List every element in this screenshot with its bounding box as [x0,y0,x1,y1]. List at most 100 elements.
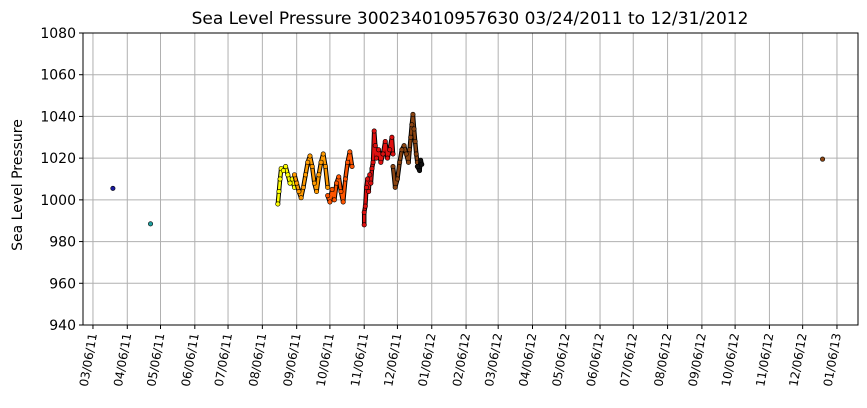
data-point [371,128,377,134]
data-point [329,186,335,192]
plot-frame [82,32,859,326]
data-point [409,122,415,128]
y-ticks: 940 960 980 1000 1020 1040 1060 1080 [40,26,83,334]
x-tick-label: 10/06/12 [719,332,742,388]
x-tick-label: 09/06/12 [686,332,709,388]
data-point [327,199,333,205]
x-tick-label: 12/06/11 [381,332,404,388]
x-tick-label: 03/06/11 [77,332,100,388]
chart-title: Sea Level Pressure 300234010957630 03/24… [192,9,749,29]
data-point [298,195,304,201]
data-point [340,199,346,205]
data-point [387,147,393,153]
data-point [305,159,311,165]
data-point [392,184,398,190]
data-point [397,159,403,165]
data-point [303,172,309,178]
data-point [368,180,374,186]
data-point [283,163,289,169]
data-point [366,189,372,195]
data-point [363,184,369,190]
x-tick-label: 04/06/11 [111,332,134,388]
data-point [408,134,414,140]
data-point [322,163,328,169]
data-point [316,172,322,178]
data-point [378,159,384,165]
data-point [373,155,379,161]
data-point [390,151,396,157]
data-point [390,163,396,169]
x-tick-label: 12/06/12 [786,332,809,388]
data-point [338,189,344,195]
data-point [382,138,388,144]
data-point [419,161,425,167]
y-tick-label: 1040 [40,109,76,125]
x-tick-label: 11/06/12 [753,332,776,388]
y-tick-label: 1000 [40,193,76,209]
data-point [380,151,386,157]
data-point [407,147,413,153]
data-point [318,159,324,165]
data-point [334,180,340,186]
y-tick-label: 980 [49,235,76,251]
data-point [277,176,283,182]
data-point [275,201,281,207]
data-point [403,151,409,157]
y-axis-label: Sea Level Pressure [10,119,26,251]
data-point [280,168,286,174]
data-point [309,163,315,169]
data-point [361,209,367,215]
data-point [347,149,353,155]
data-point [389,134,395,140]
x-tick-label: 04/06/12 [516,332,539,388]
data-point [325,184,331,190]
x-tick-label: 06/06/12 [584,332,607,388]
data-point [399,147,405,153]
data-point [110,185,116,191]
data-point [148,221,154,227]
data-point [411,126,417,132]
x-tick-label: 06/06/11 [179,332,202,388]
x-tick-label: 05/06/12 [550,332,573,388]
data-point [300,184,306,190]
data-point [394,176,400,182]
x-tick-label: 08/06/11 [246,332,269,388]
data-point [307,153,313,159]
data-points [110,111,826,228]
y-tick-label: 1060 [40,68,76,84]
x-ticks: 03/06/11 04/06/11 05/06/11 06/06/11 07/06/11… [77,325,844,388]
x-tick-label: 05/06/11 [144,332,167,388]
data-point [349,163,355,169]
x-tick-label: 07/06/12 [617,332,640,388]
y-tick-label: 940 [49,318,76,334]
data-point [362,203,368,209]
y-tick-label: 1020 [40,151,76,167]
data-point [325,193,331,199]
data-point [410,111,416,117]
y-tick-label: 960 [49,276,76,292]
x-tick-label: 08/06/12 [651,332,674,388]
series-line [293,152,329,200]
data-point [291,172,297,178]
data-point [331,197,337,203]
y-tick-label: 1080 [40,26,76,42]
data-point [370,159,376,165]
data-point [342,176,348,182]
data-point [296,189,302,195]
grid [83,32,858,326]
x-tick-label: 01/06/13 [821,332,844,388]
data-point [417,168,423,174]
data-point [285,172,291,178]
series-line [391,113,419,189]
x-tick-label: 10/06/11 [314,332,337,388]
x-tick-label: 01/06/12 [416,332,439,388]
data-point [311,180,317,186]
data-point [367,172,373,178]
data-point [376,147,382,153]
data-point [276,189,282,195]
data-point [320,151,326,157]
data-point [412,138,418,144]
x-tick-label: 07/06/11 [212,332,235,388]
data-point [365,176,371,182]
